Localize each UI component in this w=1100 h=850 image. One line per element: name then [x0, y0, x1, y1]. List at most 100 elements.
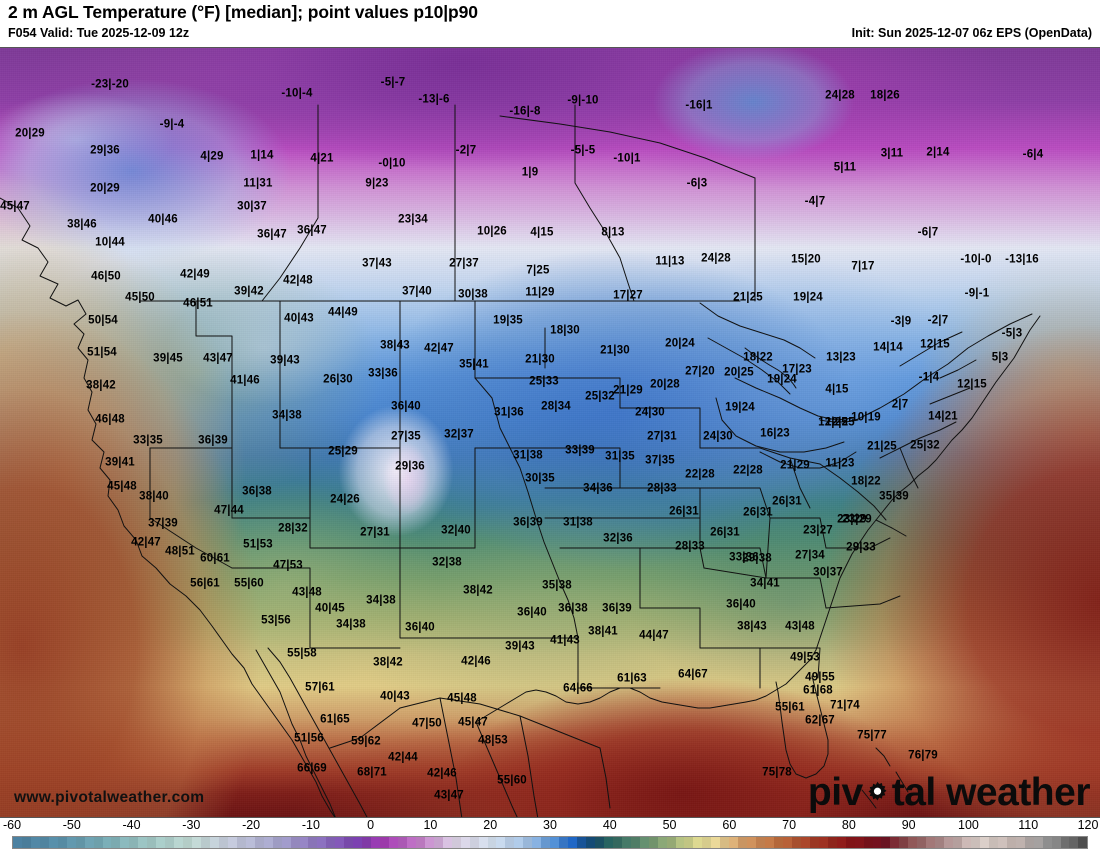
point-value-label: 25|32	[585, 390, 615, 403]
point-value-label: 26|30	[323, 373, 353, 386]
point-value-label: 30|35	[525, 472, 555, 485]
colorbar-segment	[317, 837, 327, 848]
point-value-label: 44|47	[639, 629, 669, 642]
colorbar-segment	[299, 837, 309, 848]
colorbar-tick: 60	[722, 818, 737, 832]
point-value-label: 42|46	[461, 655, 491, 668]
colorbar-segment	[263, 837, 273, 848]
point-value-label: 10|26	[477, 225, 507, 238]
political-boundaries	[0, 48, 1100, 817]
point-value-label: 32|38	[432, 556, 462, 569]
point-value-label: 42|49	[180, 268, 210, 281]
point-value-label: -9|-10	[567, 94, 599, 107]
point-value-label: 7|17	[851, 260, 875, 273]
valid-time-label: F054 Valid: Tue 2025-12-09 12z	[8, 26, 190, 40]
point-value-label: 18|26	[870, 89, 900, 102]
point-value-label: 37|40	[402, 285, 432, 298]
colorbar-segment	[102, 837, 112, 848]
colorbar-segment	[827, 837, 837, 848]
point-value-label: 23|29	[842, 513, 872, 526]
colorbar-segment	[13, 837, 22, 848]
colorbar-segment	[353, 837, 363, 848]
point-value-label: 25|29	[328, 445, 358, 458]
point-value-label: 36|40	[726, 598, 756, 611]
point-value-label: 21|29	[613, 384, 643, 397]
point-value-label: 20|25	[724, 366, 754, 379]
point-value-label: -16|1	[685, 99, 713, 112]
page-title: 2 m AGL Temperature (°F) [median]; point…	[8, 2, 478, 23]
colorbar-segment	[800, 837, 810, 848]
colorbar-segment	[774, 837, 783, 848]
point-value-label: 45|48	[447, 692, 477, 705]
point-value-label: 38|40	[139, 490, 169, 503]
point-value-label: 31|35	[605, 450, 635, 463]
colorbar-segment	[227, 837, 237, 848]
point-value-label: 60|61	[200, 552, 230, 565]
point-value-label: -4|7	[804, 195, 826, 208]
colorbar-segment	[218, 837, 228, 848]
point-value-label: 40|45	[315, 602, 345, 615]
colorbar-segment	[577, 837, 586, 848]
point-value-label: 36|40	[391, 400, 421, 413]
point-value-label: -23|-20	[91, 78, 129, 91]
colorbar-segment	[729, 837, 739, 848]
point-value-label: 50|54	[88, 314, 118, 327]
point-value-label: 20|29	[15, 127, 45, 140]
colorbar-tick: 40	[602, 818, 617, 832]
point-value-label: -9|-4	[159, 118, 185, 131]
point-value-label: 21|30	[525, 353, 555, 366]
point-value-label: 38|43	[380, 339, 410, 352]
point-value-label: 7|25	[526, 264, 550, 277]
point-value-label: 16|23	[760, 427, 790, 440]
point-value-label: 55|58	[287, 647, 317, 660]
point-value-label: 36|39	[513, 516, 543, 529]
point-value-label: 29|36	[90, 144, 120, 157]
colorbar-area: -60 -50 -40 -30 -20 -10 0 10 20 30 40 50 60 70 80 90 100…	[0, 818, 1100, 850]
point-value-label: -9|-1	[964, 287, 990, 300]
point-value-label: 43|48	[292, 586, 322, 599]
colorbar[interactable]	[12, 836, 1088, 849]
colorbar-segment	[120, 837, 130, 848]
point-value-label: 38|42	[463, 584, 493, 597]
colorbar-segment	[129, 837, 139, 848]
colorbar-tick: 80	[841, 818, 856, 832]
colorbar-segment	[1069, 837, 1079, 848]
colorbar-segment	[962, 837, 971, 848]
colorbar-segment	[147, 837, 157, 848]
point-value-label: 48|51	[165, 545, 195, 558]
point-value-label: 27|37	[449, 257, 479, 270]
colorbar-segment	[192, 837, 202, 848]
point-value-label: 11|29	[525, 286, 555, 299]
colorbar-segment	[872, 837, 882, 848]
colorbar-segment	[48, 837, 58, 848]
colorbar-tick: -10	[301, 818, 320, 832]
point-value-label: 46|48	[95, 413, 125, 426]
point-value-label: 17|23	[782, 363, 812, 376]
point-value-label: 76|79	[908, 749, 938, 762]
colorbar-segment	[433, 837, 443, 848]
point-value-label: 20|29	[90, 182, 120, 195]
colorbar-segment	[415, 837, 425, 848]
colorbar-segment	[979, 837, 989, 848]
colorbar-segment	[926, 837, 936, 848]
point-value-label: 36|40	[405, 621, 435, 634]
colorbar-segment	[1006, 837, 1016, 848]
colorbar-segment	[908, 837, 918, 848]
colorbar-tick: 50	[662, 818, 677, 832]
colorbar-segment	[75, 837, 85, 848]
point-value-label: -6|7	[917, 226, 939, 239]
point-value-label: 10|44	[95, 236, 125, 249]
colorbar-segment	[1042, 837, 1052, 848]
point-value-label: 31|36	[494, 406, 524, 419]
point-value-label: 27|34	[795, 549, 825, 562]
point-value-label: 28|33	[647, 482, 677, 495]
colorbar-segment	[236, 837, 246, 848]
colorbar-segment	[397, 837, 407, 848]
temperature-map[interactable]: -23|-20 20|29 -9|-4 -10|-4 -5|-7 -13|-6 -16|-8…	[0, 47, 1100, 818]
colorbar-segment	[514, 837, 524, 848]
colorbar-segment	[899, 837, 909, 848]
raster-grain-overlay	[0, 48, 1100, 817]
point-value-label: -13|-6	[418, 93, 450, 106]
point-value-label: 46|51	[183, 297, 213, 310]
colorbar-segment	[406, 837, 416, 848]
